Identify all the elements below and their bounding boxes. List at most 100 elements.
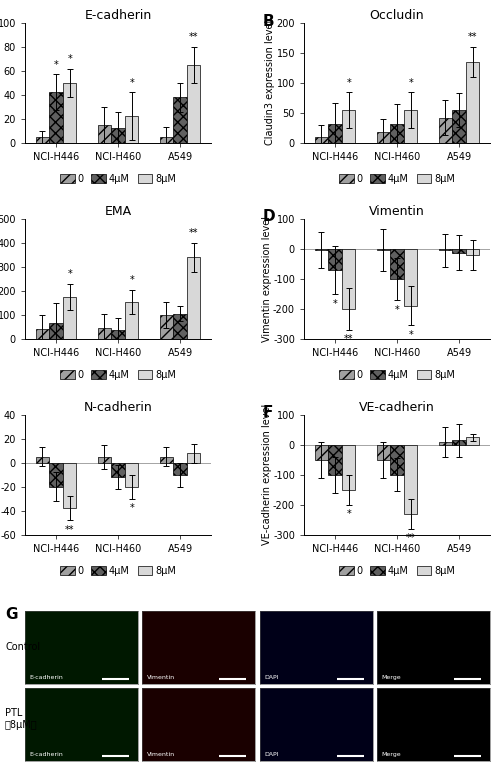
Text: D: D: [263, 209, 276, 225]
Text: *: *: [346, 510, 351, 520]
Bar: [98, 125, 111, 143]
Text: *: *: [346, 78, 351, 88]
Bar: [63, 463, 76, 508]
Bar: [111, 463, 125, 478]
Text: *: *: [394, 305, 400, 315]
Text: *: *: [332, 298, 338, 308]
Bar: [98, 328, 111, 338]
Text: PTL
（8μM）: PTL （8μM）: [5, 708, 38, 730]
Title: DAPI: DAPI: [308, 601, 325, 610]
Bar: [173, 314, 187, 338]
Y-axis label: Claudin3 expression level: Claudin3 expression level: [265, 20, 275, 145]
Bar: [342, 249, 355, 308]
Bar: [376, 132, 390, 143]
Text: **: **: [65, 525, 74, 535]
Bar: [125, 301, 138, 338]
Text: Vimentin: Vimentin: [147, 674, 175, 680]
Bar: [36, 329, 49, 338]
Bar: [63, 83, 76, 143]
Bar: [376, 249, 390, 251]
Bar: [328, 445, 342, 474]
Bar: [98, 457, 111, 463]
Text: Merge: Merge: [382, 752, 402, 757]
Bar: [452, 441, 466, 445]
Bar: [111, 128, 125, 143]
Bar: [466, 438, 479, 445]
Text: *: *: [68, 269, 72, 279]
Text: *: *: [130, 504, 134, 514]
Legend: 0, 4μM, 8μM: 0, 4μM, 8μM: [335, 562, 459, 580]
Text: **: **: [406, 534, 415, 544]
Text: Vimentin: Vimentin: [147, 752, 175, 757]
Bar: [404, 249, 417, 306]
Bar: [187, 453, 200, 463]
Text: *: *: [130, 78, 134, 88]
Text: B: B: [263, 14, 274, 28]
Text: *: *: [68, 54, 72, 64]
Bar: [466, 249, 479, 255]
Title: E-cadherin: E-cadherin: [84, 9, 152, 22]
Text: *: *: [408, 78, 413, 88]
Bar: [404, 111, 417, 143]
Bar: [390, 445, 404, 474]
Text: **: **: [189, 32, 198, 42]
Text: **: **: [468, 32, 477, 42]
Legend: 0, 4μM, 8μM: 0, 4μM, 8μM: [335, 170, 459, 188]
Title: Occludin: Occludin: [370, 9, 424, 22]
Title: Vimentin: Vimentin: [369, 205, 425, 218]
Legend: 0, 4μM, 8μM: 0, 4μM, 8μM: [335, 366, 459, 384]
Text: F: F: [263, 405, 274, 421]
Title: Merge: Merge: [422, 601, 446, 610]
Bar: [314, 137, 328, 143]
Text: E-cadherin: E-cadherin: [30, 674, 64, 680]
Bar: [36, 137, 49, 143]
Bar: [452, 110, 466, 143]
Bar: [376, 445, 390, 460]
Bar: [173, 463, 187, 474]
Bar: [160, 457, 173, 463]
Bar: [438, 118, 452, 143]
Bar: [111, 330, 125, 338]
Bar: [187, 65, 200, 143]
Bar: [342, 445, 355, 490]
Bar: [438, 249, 452, 251]
Text: **: **: [344, 335, 354, 345]
Text: *: *: [54, 60, 59, 70]
Bar: [160, 137, 173, 143]
Bar: [49, 323, 63, 338]
Legend: 0, 4μM, 8μM: 0, 4μM, 8μM: [56, 170, 180, 188]
Text: Control: Control: [5, 642, 40, 652]
Bar: [328, 124, 342, 143]
Bar: [49, 463, 63, 487]
Bar: [452, 249, 466, 252]
Bar: [342, 111, 355, 143]
Legend: 0, 4μM, 8μM: 0, 4μM, 8μM: [56, 562, 180, 580]
Bar: [328, 249, 342, 270]
Bar: [187, 258, 200, 338]
Bar: [390, 249, 404, 279]
Text: E-cadherin: E-cadherin: [30, 752, 64, 757]
Title: EMA: EMA: [104, 205, 132, 218]
Bar: [438, 442, 452, 445]
Y-axis label: Vimentin expression level: Vimentin expression level: [262, 216, 272, 342]
Bar: [125, 463, 138, 487]
Y-axis label: VE-cadherin expression level: VE-cadherin expression level: [262, 404, 272, 545]
Title: E-cadherin: E-cadherin: [61, 601, 102, 610]
Title: N-cadherin: N-cadherin: [84, 401, 152, 414]
Bar: [36, 457, 49, 463]
Bar: [49, 92, 63, 143]
Bar: [173, 97, 187, 143]
Text: DAPI: DAPI: [264, 674, 279, 680]
Bar: [160, 315, 173, 338]
Text: *: *: [408, 330, 413, 340]
Text: G: G: [5, 607, 18, 622]
Bar: [125, 116, 138, 143]
Text: DAPI: DAPI: [264, 752, 279, 757]
Bar: [63, 297, 76, 338]
Bar: [466, 62, 479, 143]
Title: VE-cadherin: VE-cadherin: [359, 401, 435, 414]
Text: Merge: Merge: [382, 674, 402, 680]
Bar: [314, 249, 328, 251]
Text: **: **: [189, 228, 198, 238]
Bar: [314, 445, 328, 460]
